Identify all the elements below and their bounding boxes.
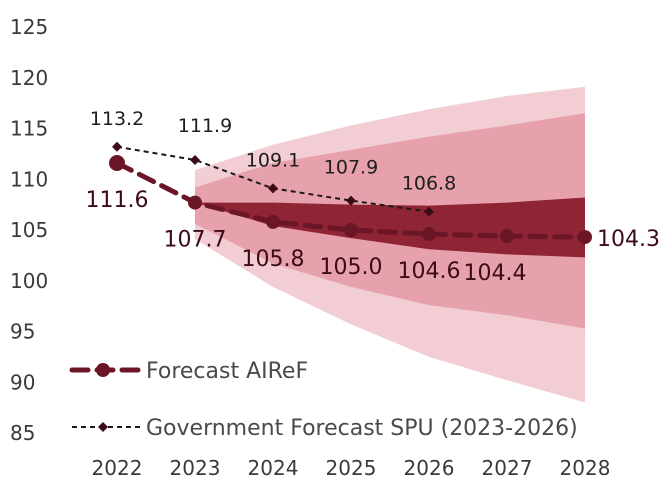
y-tick-label: 105 [10, 218, 48, 242]
x-tick-label: 2025 [326, 456, 377, 480]
fan-bands [195, 86, 585, 403]
airef-data-label: 104.3 [597, 227, 660, 252]
y-tick-label: 85 [10, 421, 35, 445]
gov-point [346, 195, 356, 206]
legend-airef-label: Forecast AIReF [146, 359, 308, 384]
gov-data-label: 109.1 [246, 149, 300, 171]
gov-point [190, 154, 200, 165]
legend-gov-label: Government Forecast SPU (2023-2026) [146, 416, 578, 441]
x-tick-label: 2022 [92, 456, 143, 480]
series-government-forecast: 113.2 111.9 109.1 107.9 106.8 [90, 108, 456, 217]
airef-data-label: 111.6 [86, 188, 149, 213]
airef-data-label: 107.7 [164, 228, 227, 253]
y-tick-label: 90 [10, 370, 35, 394]
x-tick-label: 2023 [170, 456, 221, 480]
airef-point [109, 155, 125, 172]
airef-data-label: 105.0 [320, 255, 383, 280]
airef-point [344, 223, 358, 237]
gov-point [268, 183, 278, 194]
y-tick-label: 125 [10, 15, 48, 39]
x-axis-ticks: 2022 2023 2024 2025 2026 2027 2028 [92, 456, 611, 480]
gov-data-label: 107.9 [324, 157, 378, 179]
legend: Forecast AIReF Government Forecast SPU (2… [69, 359, 578, 441]
gov-data-label: 106.8 [402, 173, 456, 195]
airef-point [422, 227, 436, 242]
airef-data-label: 105.8 [242, 247, 305, 272]
x-tick-label: 2024 [248, 456, 299, 480]
gov-data-label: 113.2 [90, 108, 144, 130]
airef-point [500, 229, 514, 244]
series-airef-forecast: 111.6 107.7 105.8 105.0 104.6 104.4 104.3 [86, 155, 660, 286]
airef-data-label: 104.4 [464, 261, 527, 286]
y-tick-label: 115 [10, 117, 48, 141]
gov-point [424, 206, 434, 217]
x-tick-label: 2028 [560, 456, 611, 480]
x-tick-label: 2027 [482, 456, 533, 480]
y-axis-ticks: 85 90 95 100 105 110 115 120 125 [10, 15, 48, 445]
y-tick-label: 120 [10, 66, 48, 90]
y-tick-label: 95 [10, 320, 35, 344]
legend-gov-marker [98, 422, 108, 432]
y-tick-label: 100 [10, 269, 48, 293]
airef-point [266, 214, 280, 229]
legend-airef-marker [96, 363, 110, 377]
y-tick-label: 110 [10, 167, 48, 191]
x-tick-label: 2026 [404, 456, 455, 480]
airef-point [578, 230, 592, 245]
gov-data-label: 111.9 [178, 115, 232, 137]
airef-data-label: 104.6 [398, 259, 461, 284]
gov-point [112, 141, 122, 152]
fan-band-3 [195, 197, 585, 258]
airef-point [188, 195, 202, 210]
